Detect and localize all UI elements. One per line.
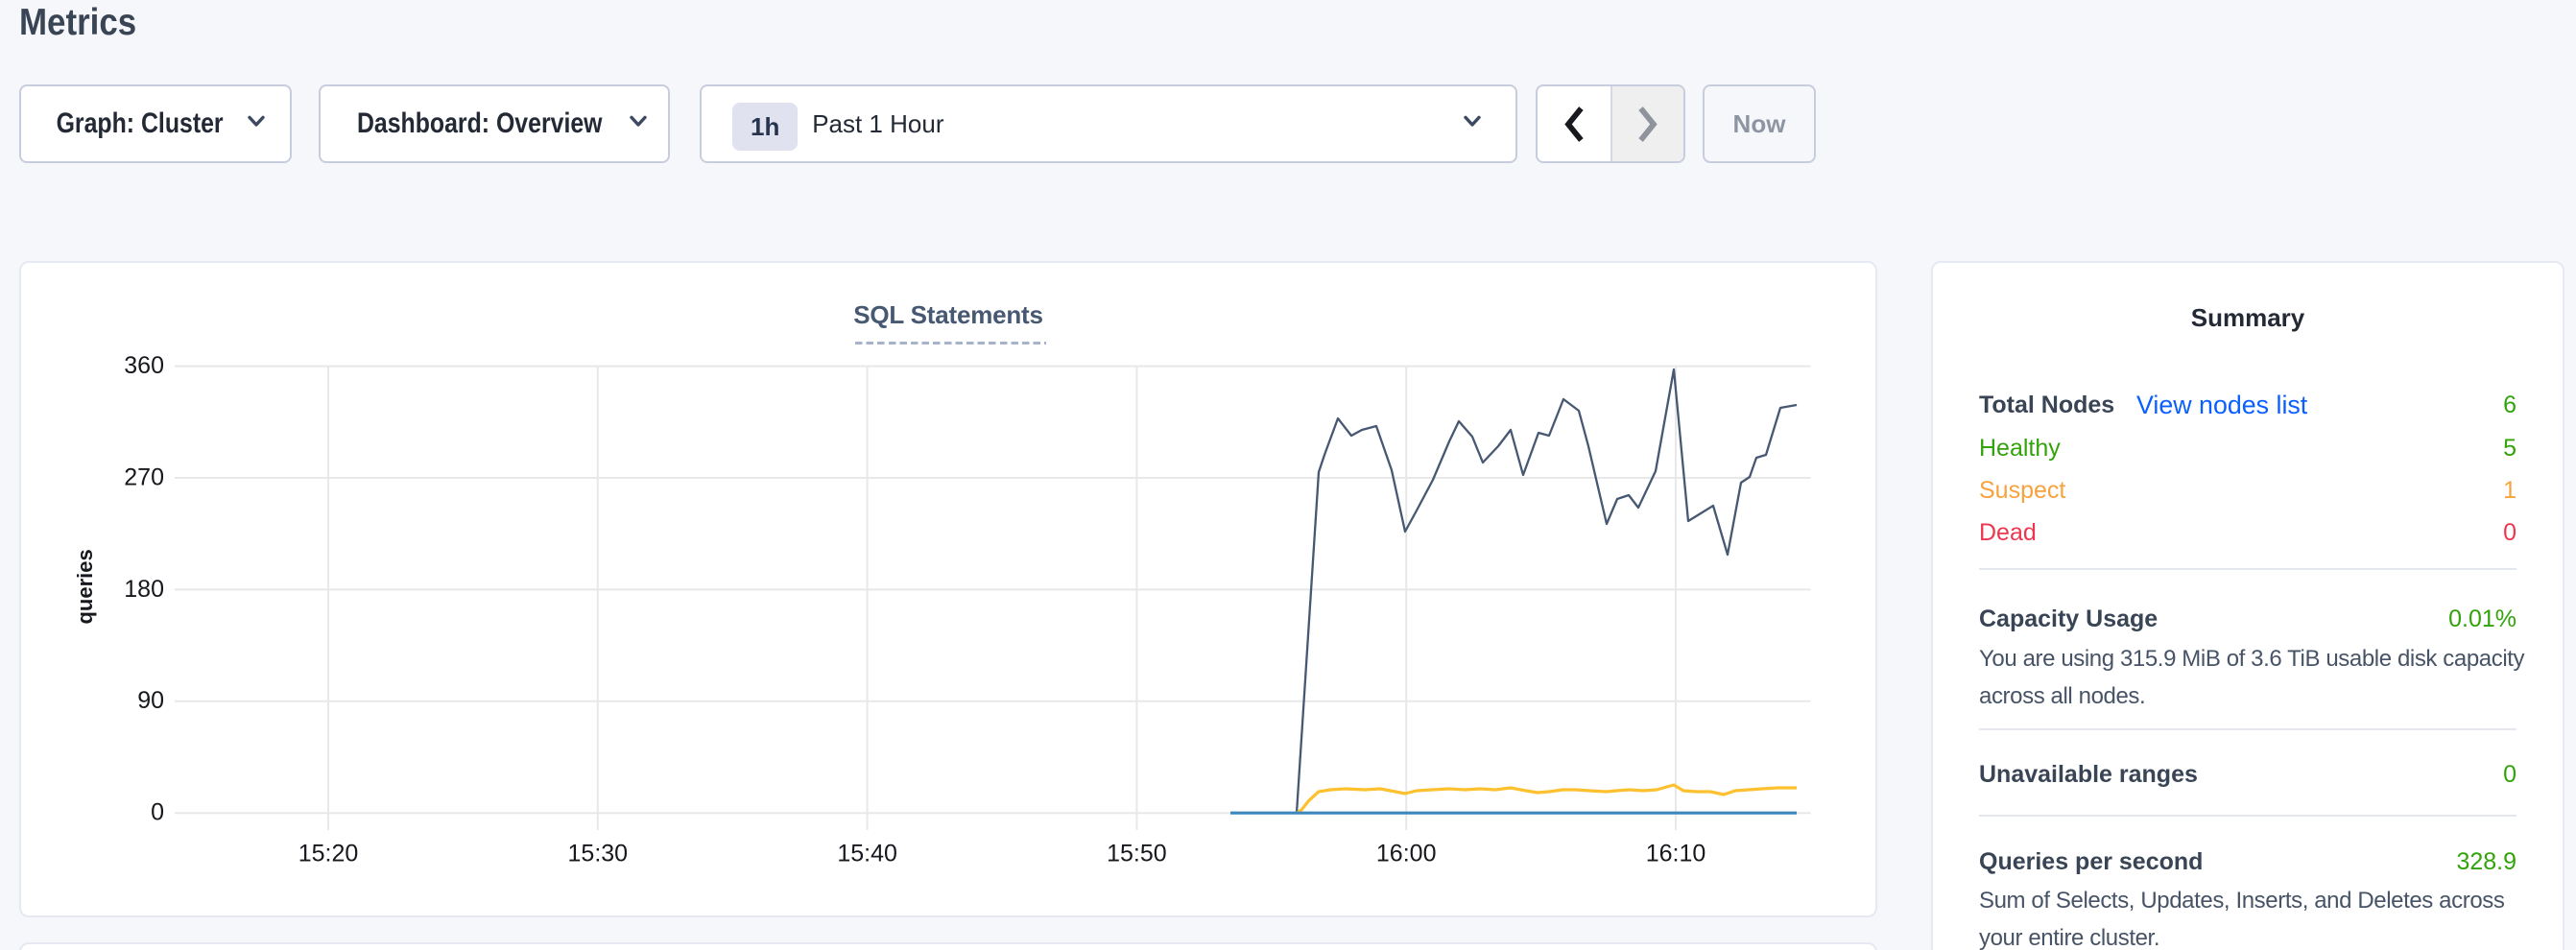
svg-text:16:10: 16:10 — [1646, 840, 1706, 867]
svg-text:180: 180 — [124, 576, 164, 603]
svg-text:90: 90 — [137, 687, 164, 714]
svg-text:15:30: 15:30 — [568, 840, 629, 867]
svg-text:15:20: 15:20 — [298, 840, 359, 867]
svg-text:15:50: 15:50 — [1107, 840, 1167, 867]
svg-text:15:40: 15:40 — [837, 840, 897, 867]
svg-text:360: 360 — [124, 352, 164, 379]
svg-text:queries: queries — [73, 549, 97, 624]
svg-text:16:00: 16:00 — [1376, 840, 1437, 867]
svg-text:0: 0 — [151, 799, 164, 826]
svg-text:270: 270 — [124, 463, 164, 490]
